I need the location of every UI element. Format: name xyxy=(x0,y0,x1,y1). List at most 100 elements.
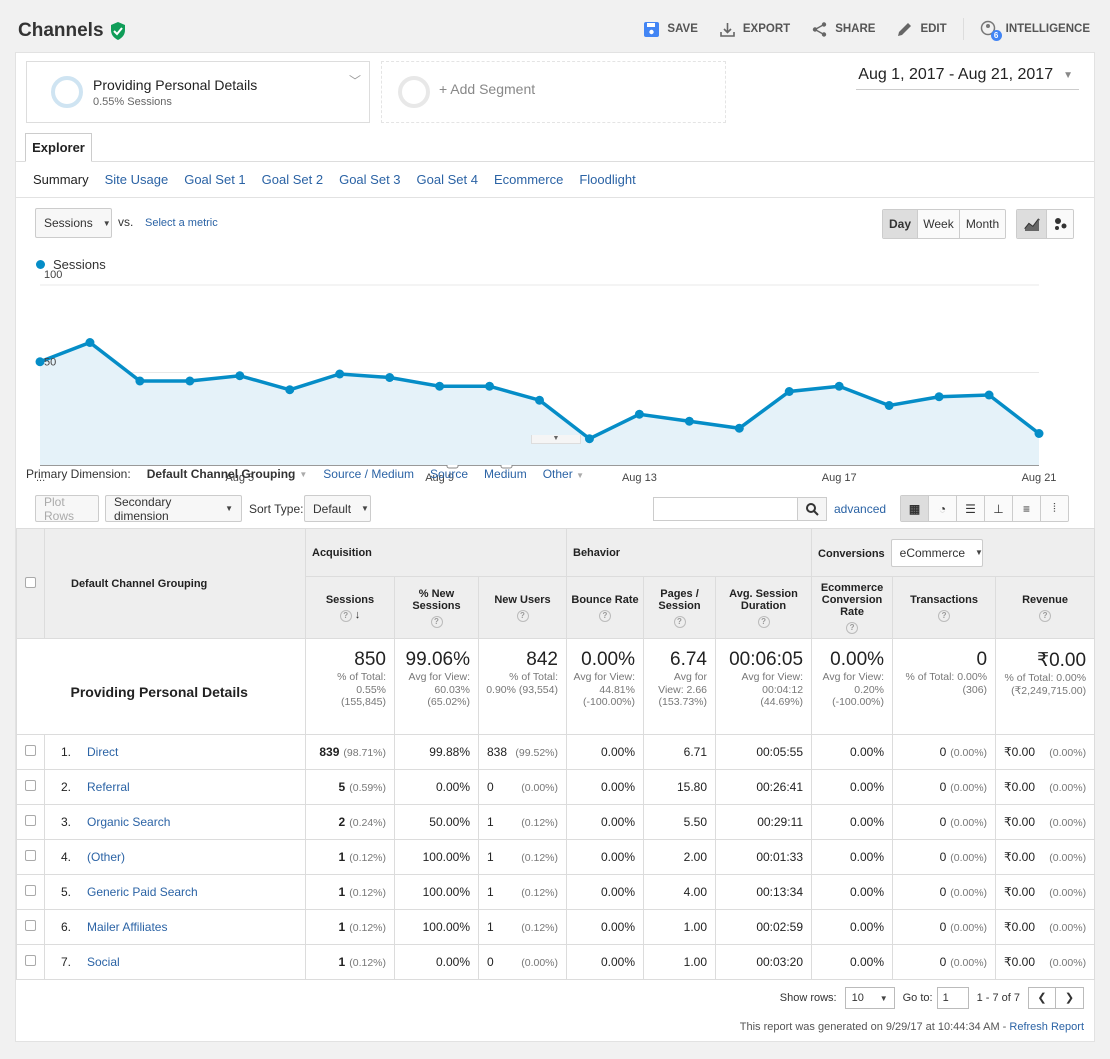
row-checkbox[interactable] xyxy=(25,780,36,791)
refresh-report-link[interactable]: Refresh Report xyxy=(1009,1021,1084,1033)
row-checkbox[interactable] xyxy=(25,850,36,861)
help-icon[interactable]: ? xyxy=(1039,609,1052,622)
share-button[interactable]: SHARE xyxy=(812,21,875,37)
advanced-link[interactable]: advanced xyxy=(834,502,887,516)
data-point[interactable] xyxy=(385,373,395,382)
column-header[interactable]: Transactions? xyxy=(892,576,997,639)
data-point[interactable] xyxy=(535,395,544,405)
performance-view-icon[interactable]: ☰ xyxy=(956,496,984,521)
segment-card[interactable]: Providing Personal Details 0.55% Session… xyxy=(26,61,370,123)
data-point[interactable] xyxy=(435,381,445,391)
next-page-icon[interactable]: ❯ xyxy=(1064,992,1075,1004)
row-checkbox[interactable] xyxy=(25,885,36,896)
secondary-dimension-select[interactable]: Secondary dimension ▼ xyxy=(105,495,242,523)
month-button[interactable]: Month xyxy=(959,210,1005,238)
chart-collapse-handle[interactable]: ▼ xyxy=(531,435,581,444)
data-point[interactable] xyxy=(834,381,844,391)
column-header[interactable]: Pages / Session? xyxy=(643,576,716,639)
prev-page-icon[interactable]: ❮ xyxy=(1029,988,1056,1008)
data-point[interactable] xyxy=(784,387,794,396)
data-point[interactable] xyxy=(185,376,195,386)
comparison-view-icon[interactable]: ⊥ xyxy=(984,496,1012,521)
week-button[interactable]: Week xyxy=(917,210,959,238)
pie-view-icon[interactable]: ◔ xyxy=(928,496,956,521)
pivot-view-icon[interactable]: ⦙ xyxy=(1040,496,1068,521)
row-checkbox[interactable] xyxy=(25,815,36,826)
column-header[interactable]: Sessions? ↓ xyxy=(305,576,395,639)
goto-input[interactable]: 1 xyxy=(936,987,969,1009)
subnav-goal-set-1[interactable]: Goal Set 1 xyxy=(184,172,246,187)
table-view-icon[interactable]: ▦ xyxy=(901,496,928,521)
help-icon[interactable]: ? xyxy=(938,609,951,622)
plot-rows-button[interactable]: Plot Rows xyxy=(35,495,99,523)
data-point[interactable] xyxy=(135,376,145,386)
column-header[interactable]: Bounce Rate? xyxy=(566,576,644,639)
help-icon[interactable]: ? xyxy=(757,615,770,628)
help-icon[interactable]: ? xyxy=(673,615,686,628)
save-button[interactable]: SAVE xyxy=(644,21,698,37)
subnav-ecommerce[interactable]: Ecommerce xyxy=(493,172,564,187)
metric-select[interactable]: Sessions ▼ xyxy=(35,208,112,238)
subnav-goal-set-4[interactable]: Goal Set 4 xyxy=(416,172,478,187)
column-header[interactable]: New Users? xyxy=(478,576,567,639)
data-point[interactable] xyxy=(584,434,594,444)
row-channel-link[interactable]: Mailer Affiliates xyxy=(87,920,168,934)
dimension-other[interactable]: Other ▼ xyxy=(543,467,584,481)
motion-chart-icon[interactable] xyxy=(1046,210,1073,238)
dimension-source[interactable]: Source xyxy=(430,467,469,481)
day-button[interactable]: Day xyxy=(883,210,917,238)
data-point[interactable] xyxy=(1034,429,1044,438)
row-channel-link[interactable]: Direct xyxy=(87,745,119,759)
column-header[interactable]: Avg. Session Duration? xyxy=(714,576,813,639)
edit-button[interactable]: EDIT xyxy=(897,22,947,37)
column-header[interactable]: % New Sessions? xyxy=(394,576,479,639)
export-button[interactable]: EXPORT xyxy=(720,22,790,37)
subnav-site-usage[interactable]: Site Usage xyxy=(104,172,169,187)
line-chart-icon[interactable] xyxy=(1017,210,1046,238)
row-channel-link[interactable]: (Other) xyxy=(87,850,126,864)
data-point[interactable] xyxy=(85,338,95,347)
row-channel-link[interactable]: Referral xyxy=(87,780,130,794)
row-channel-link[interactable]: Generic Paid Search xyxy=(87,885,198,899)
data-point[interactable] xyxy=(684,416,694,426)
conversion-select[interactable]: eCommerce ▼ xyxy=(890,538,983,567)
data-point[interactable] xyxy=(984,390,994,400)
select-metric-link[interactable]: Select a metric xyxy=(145,217,218,229)
row-checkbox[interactable] xyxy=(25,745,36,756)
help-icon[interactable]: ? xyxy=(516,609,529,622)
select-all-checkbox[interactable] xyxy=(25,576,36,588)
data-point[interactable] xyxy=(35,357,45,367)
data-point[interactable] xyxy=(335,369,345,379)
data-point[interactable] xyxy=(734,423,744,433)
help-icon[interactable]: ? xyxy=(339,609,352,622)
help-icon[interactable]: ? xyxy=(846,621,859,634)
row-channel-link[interactable]: Social xyxy=(87,955,120,969)
dimension-medium[interactable]: Medium xyxy=(484,467,527,481)
data-point[interactable] xyxy=(934,392,944,402)
data-point[interactable] xyxy=(485,381,495,391)
dimension-header[interactable]: Default Channel Grouping xyxy=(44,528,306,639)
intelligence-button[interactable]: 6 INTELLIGENCE xyxy=(980,20,1090,41)
column-header[interactable]: Ecommerce Conversion Rate? xyxy=(811,576,894,639)
column-header[interactable]: Revenue? xyxy=(995,576,1096,639)
subnav-goal-set-3[interactable]: Goal Set 3 xyxy=(339,172,401,187)
help-icon[interactable]: ? xyxy=(599,609,611,622)
subnav-floodlight[interactable]: Floodlight xyxy=(579,172,636,187)
row-channel-link[interactable]: Organic Search xyxy=(87,815,171,829)
data-point[interactable] xyxy=(235,371,245,381)
term-cloud-view-icon[interactable]: ≡ xyxy=(1012,496,1040,521)
row-checkbox[interactable] xyxy=(25,955,36,966)
subnav-summary[interactable]: Summary xyxy=(33,172,89,187)
data-point[interactable] xyxy=(634,409,644,419)
data-point[interactable] xyxy=(285,385,295,395)
date-range-picker[interactable]: Aug 1, 2017 - Aug 21, 2017 ▼ xyxy=(856,66,1079,90)
add-segment-button[interactable]: + Add Segment xyxy=(381,61,726,123)
data-point[interactable] xyxy=(884,401,894,410)
search-button[interactable] xyxy=(797,497,827,521)
dimension-source-medium[interactable]: Source / Medium xyxy=(323,467,414,481)
show-rows-select[interactable]: 10 ▼ xyxy=(844,987,895,1009)
chevron-down-icon[interactable]: ﹀ xyxy=(348,74,361,88)
help-icon[interactable]: ? xyxy=(430,615,443,628)
sort-type-select[interactable]: Default ▼ xyxy=(304,495,371,522)
tab-explorer[interactable]: Explorer xyxy=(25,133,92,162)
